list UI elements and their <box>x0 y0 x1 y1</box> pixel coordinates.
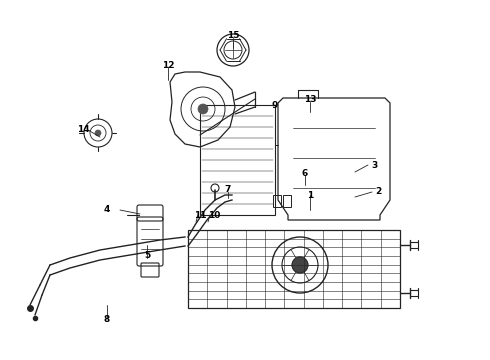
Text: 7: 7 <box>225 185 231 194</box>
Circle shape <box>95 130 101 136</box>
Text: 1: 1 <box>307 190 313 199</box>
Text: 3: 3 <box>371 161 377 170</box>
Bar <box>273 195 281 207</box>
Text: 8: 8 <box>104 315 110 324</box>
Text: 12: 12 <box>162 60 174 69</box>
Text: 2: 2 <box>375 188 381 197</box>
Text: 11: 11 <box>194 211 206 220</box>
Bar <box>188 230 400 308</box>
Text: 6: 6 <box>302 168 308 177</box>
Text: 10: 10 <box>208 211 220 220</box>
Text: 14: 14 <box>77 126 89 135</box>
Circle shape <box>292 257 308 273</box>
Bar <box>200 105 275 215</box>
Text: 4: 4 <box>104 206 110 215</box>
Text: 15: 15 <box>227 31 239 40</box>
Text: 5: 5 <box>144 251 150 260</box>
Text: 13: 13 <box>304 95 316 104</box>
Bar <box>283 195 291 207</box>
Text: 9: 9 <box>272 100 278 109</box>
Circle shape <box>198 104 208 114</box>
